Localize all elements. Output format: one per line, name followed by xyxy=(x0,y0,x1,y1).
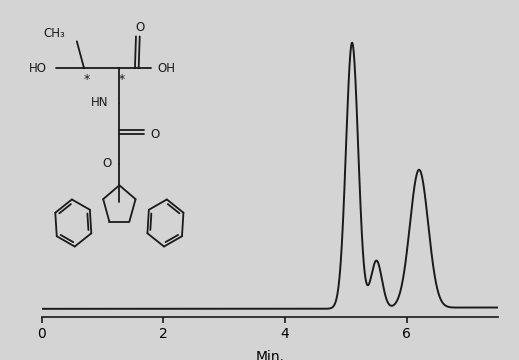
Text: *: * xyxy=(118,73,125,86)
Text: *: * xyxy=(84,73,90,86)
Text: HN: HN xyxy=(90,96,108,109)
Text: O: O xyxy=(135,21,144,34)
X-axis label: Min.: Min. xyxy=(255,350,284,360)
Text: OH: OH xyxy=(158,62,176,75)
Text: HO: HO xyxy=(29,62,47,75)
Text: O: O xyxy=(103,157,112,170)
Text: CH₃: CH₃ xyxy=(44,27,65,40)
Text: O: O xyxy=(151,128,160,141)
